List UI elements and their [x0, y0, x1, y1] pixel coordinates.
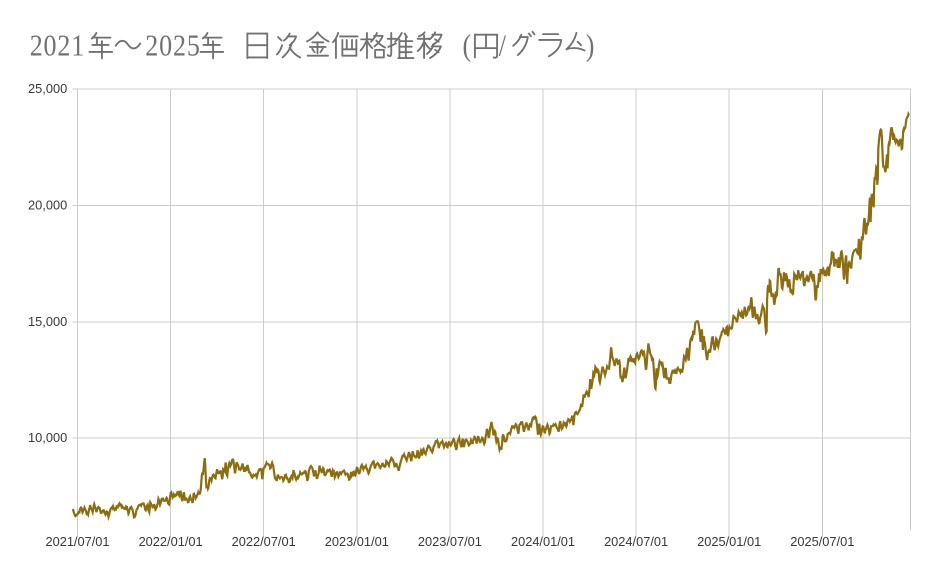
- svg-text:2025/07/01: 2025/07/01: [790, 534, 854, 549]
- svg-text:/: /: [499, 29, 507, 62]
- svg-text:20,000: 20,000: [28, 197, 67, 212]
- svg-text:): ): [586, 29, 596, 62]
- svg-text:2023/01/01: 2023/01/01: [325, 534, 389, 549]
- svg-text:15,000: 15,000: [28, 314, 67, 329]
- svg-text:2023/07/01: 2023/07/01: [418, 534, 482, 549]
- svg-text:2025: 2025: [145, 29, 200, 62]
- svg-text:25,000: 25,000: [28, 81, 67, 96]
- svg-text:2024/07/01: 2024/07/01: [604, 534, 668, 549]
- svg-text:2022/01/01: 2022/01/01: [139, 534, 203, 549]
- svg-text:10,000: 10,000: [28, 430, 67, 445]
- svg-text:2021/07/01: 2021/07/01: [45, 534, 109, 549]
- svg-text:2024/01/01: 2024/01/01: [511, 534, 575, 549]
- svg-text:(: (: [463, 29, 473, 62]
- svg-text:2025/01/01: 2025/01/01: [697, 534, 761, 549]
- svg-text:2021: 2021: [30, 29, 85, 62]
- svg-text:2022/07/01: 2022/07/01: [232, 534, 296, 549]
